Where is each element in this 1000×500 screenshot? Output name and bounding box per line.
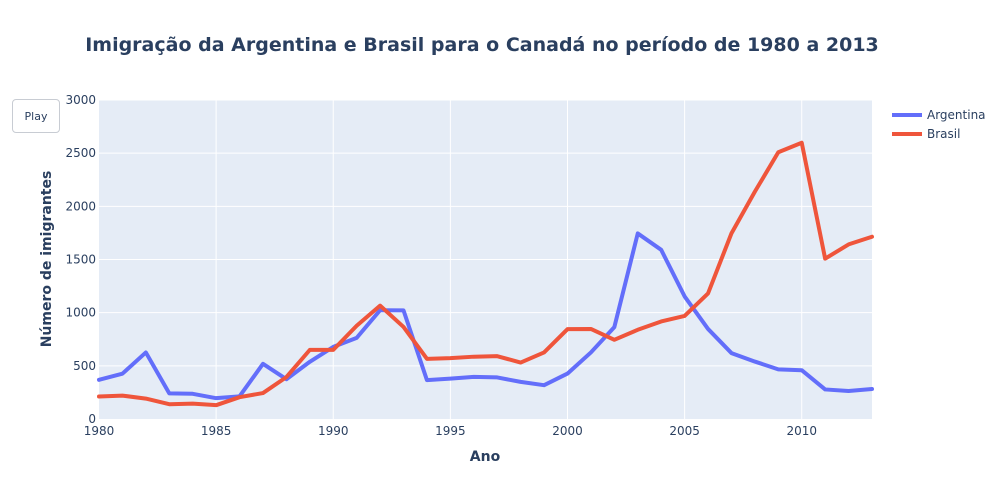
y-tick-label: 3000: [65, 93, 96, 107]
play-button[interactable]: Play: [12, 99, 60, 133]
x-axis-label: Ano: [470, 449, 501, 465]
legend-item-argentina[interactable]: Argentina: [892, 108, 986, 122]
y-tick-label: 0: [88, 412, 96, 426]
y-tick-label: 2000: [65, 199, 96, 213]
series-line-argentina: [97, 231, 874, 401]
y-tick-label: 2500: [65, 146, 96, 160]
axis-ticks: 1980 1985 1990 1995 2000 2005 2010 0 500 1000 1500…: [65, 93, 817, 438]
y-tick-label: 1000: [65, 306, 96, 320]
x-tick-label: 1980: [84, 424, 115, 438]
x-tick-label: 1985: [201, 424, 232, 438]
legend[interactable]: Argentina Brasil: [892, 108, 986, 141]
legend-label: Brasil: [927, 127, 960, 141]
series-lines: [97, 140, 874, 408]
chart-title: Imigração da Argentina e Brasil para o C…: [85, 34, 879, 56]
grid-lines: [99, 99, 872, 419]
series-line-brasil: [97, 140, 874, 408]
legend-label: Argentina: [927, 108, 986, 122]
legend-item-brasil[interactable]: Brasil: [892, 127, 960, 141]
y-tick-label: 1500: [65, 253, 96, 267]
x-tick-label: 1990: [318, 424, 349, 438]
x-tick-label: 2000: [552, 424, 583, 438]
x-tick-label: 2010: [786, 424, 817, 438]
y-tick-label: 500: [73, 359, 96, 373]
x-tick-label: 1995: [435, 424, 466, 438]
y-axis-label: Número de imigrantes: [39, 171, 55, 348]
x-tick-label: 2005: [669, 424, 700, 438]
